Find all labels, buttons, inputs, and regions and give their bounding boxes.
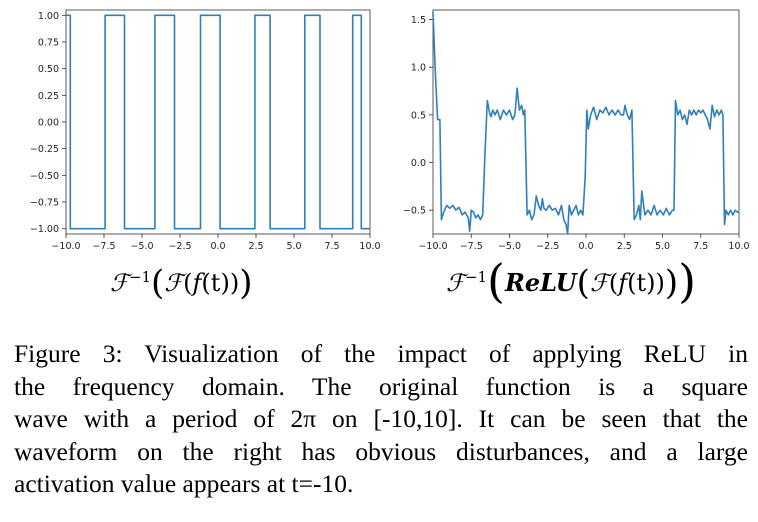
right-x-tick-label: −5.0 <box>498 241 521 252</box>
right-y-tick-label: 1.5 <box>411 15 426 26</box>
right-x-tick-label: 5.0 <box>655 241 670 252</box>
right-paren-3-close: ) <box>655 269 665 297</box>
right-paren-3-open: ( <box>608 269 619 297</box>
left-x-tick-label: 10.0 <box>359 241 380 252</box>
right-x-tick-label: −2.5 <box>536 241 559 252</box>
left-x-tick-label: 0.0 <box>210 241 225 252</box>
right-formula-sup: −1 <box>464 268 487 286</box>
figure: −10.0 −7.5 −5.0 −2.5 0.0 2.5 5.0 7.5 10.0 1.00 0.7… <box>30 9 750 252</box>
right-formula-F: ℱ <box>446 269 465 297</box>
left-y-tick-label: −0.25 <box>30 144 59 155</box>
right-x-tick-label: 2.5 <box>617 241 632 252</box>
left-x-tick-label: 7.5 <box>324 241 339 252</box>
left-y-tick-label: 0.25 <box>38 91 59 102</box>
right-x-tick-label: −10.0 <box>418 241 447 252</box>
left-y-tick-label: −0.50 <box>30 171 59 182</box>
chart-canvas: −10.0 −7.5 −5.0 −2.5 0.0 2.5 5.0 7.5 10.0 1.00 0.7… <box>30 9 750 252</box>
left-formula-F: ℱ <box>110 269 129 297</box>
left-formula-sup: −1 <box>128 268 151 286</box>
right-formula-inner-F: ℱ <box>589 269 609 297</box>
caption-line: the frequency domain. The original funct… <box>14 371 748 401</box>
right-y-tick-label: 0.5 <box>411 110 426 121</box>
left-paren-3-open: ( <box>201 269 211 297</box>
left-x-tick-label: −7.5 <box>92 241 115 252</box>
caption-line: wave with a period of 2π on [-10,10]. It… <box>14 404 748 433</box>
right-paren-close: ) <box>678 254 697 308</box>
left-y-tick-label: −0.75 <box>30 198 59 209</box>
right-x-tick-label: 0.0 <box>578 241 593 252</box>
right-paren-2-close: ) <box>664 263 679 303</box>
left-paren-2-close: ) <box>229 269 240 297</box>
left-formula: ℱ−1(ℱ(f(t))) <box>110 252 252 308</box>
left-formula-func: f <box>192 269 202 297</box>
right-x-tick-label: 7.5 <box>693 241 708 252</box>
left-formula-inner-F: ℱ <box>164 269 184 297</box>
left-y-tick-label: −1.00 <box>30 224 59 235</box>
right-paren-open: ( <box>487 254 505 308</box>
left-series-line <box>66 14 370 230</box>
left-y-tick-label: 1.00 <box>38 11 59 22</box>
left-paren-close: ) <box>239 263 253 303</box>
left-y-tick-label: 0.75 <box>38 38 59 49</box>
caption-line: Figure 3: Visualization of the impact of… <box>14 339 748 368</box>
left-paren-2-open: ( <box>183 269 193 297</box>
right-y-tick-label: 1.0 <box>411 63 426 74</box>
right-formula: ℱ−1(ReLU(ℱ(f(t)))) <box>446 252 696 308</box>
left-y-tick-label: 0.00 <box>38 118 59 129</box>
right-y-tick-label: 0.0 <box>411 158 426 169</box>
left-y-tick-label: 0.50 <box>38 64 59 75</box>
left-paren-3-close: ) <box>220 269 230 297</box>
left-x-tick-label: −5.0 <box>130 241 153 252</box>
left-paren-open: ( <box>151 263 165 303</box>
right-formula-var: t <box>636 269 647 297</box>
left-formula-var: t <box>210 269 221 297</box>
right-x-tick-label: −7.5 <box>460 241 483 252</box>
caption-line: activation value appears at t=-10. <box>14 469 354 498</box>
right-series-line <box>432 11 739 235</box>
left-x-tick-label: 2.5 <box>248 241 263 252</box>
right-formula-relu: ReLU <box>504 268 577 297</box>
right-x-tick-label: 10.0 <box>728 241 749 252</box>
left-x-tick-label: −2.5 <box>168 241 191 252</box>
right-paren-2-open: ( <box>576 263 590 303</box>
right-paren-4-open: ( <box>627 269 637 297</box>
right-paren-4-close: ) <box>646 269 656 297</box>
left-x-tick-label: −10.0 <box>51 241 80 252</box>
left-x-tick-label: 5.0 <box>286 241 301 252</box>
left-axes-frame <box>65 9 371 235</box>
caption-line: waveform on the right has obvious distur… <box>14 436 748 466</box>
right-y-tick-label: −0.5 <box>403 206 426 217</box>
right-formula-func: f <box>618 269 628 297</box>
figure-caption: Figure 3: Visualization of the impact of… <box>14 338 748 501</box>
